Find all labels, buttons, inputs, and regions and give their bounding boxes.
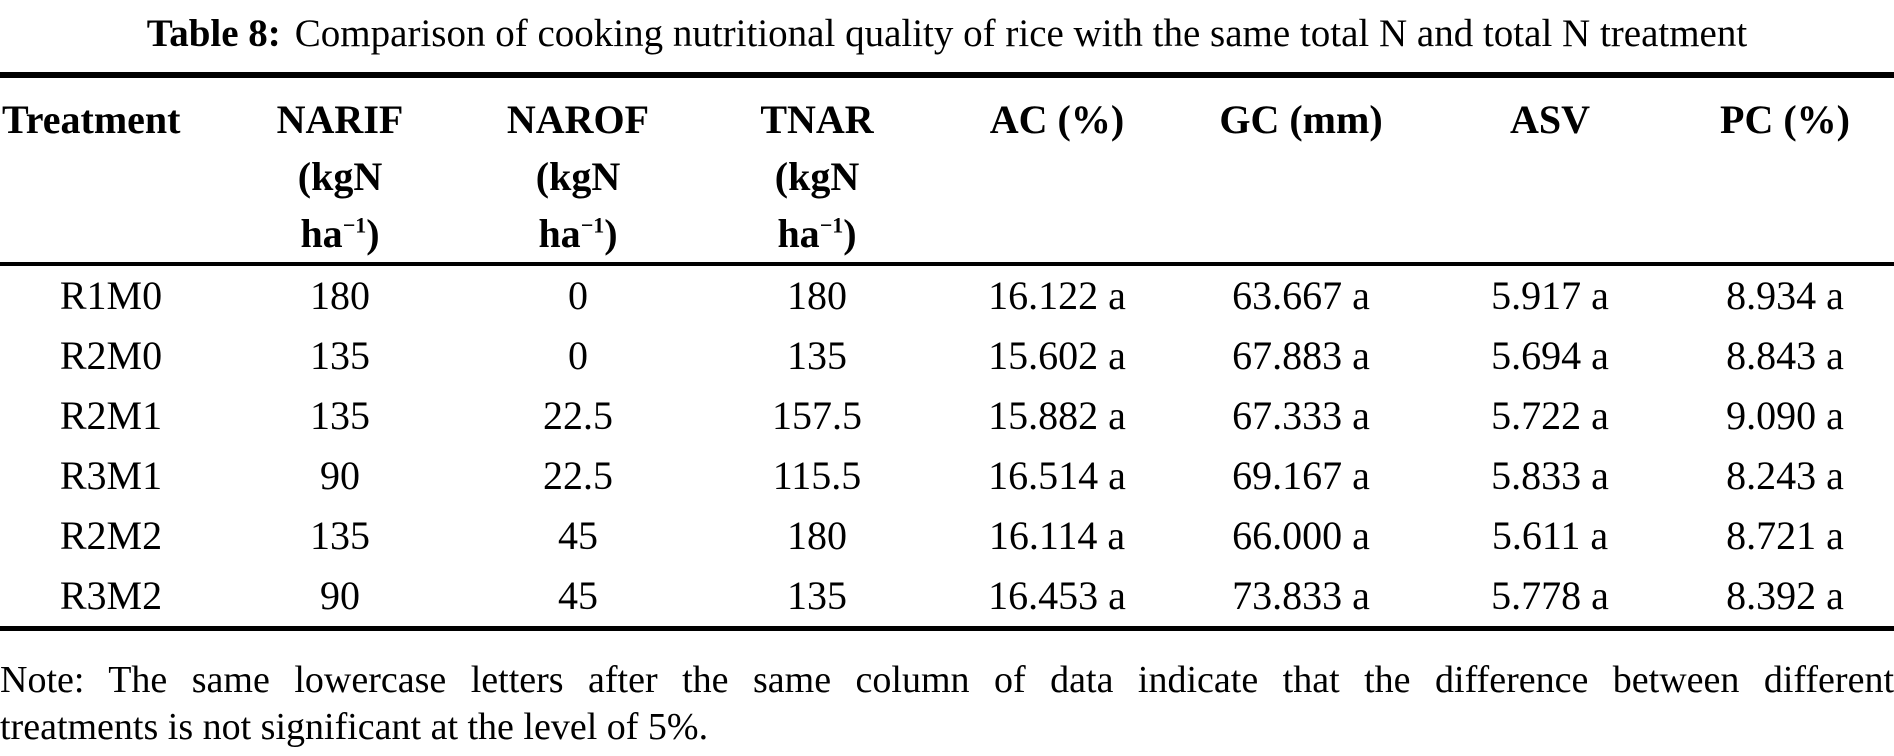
- cell-pc: 8.843 a: [1726, 333, 1844, 378]
- cell-asv: 5.778 a: [1491, 573, 1609, 618]
- cell-treatment: R3M2: [59, 573, 163, 618]
- col-header-ac: AC (%): [936, 75, 1178, 266]
- cell-treatment: R2M1: [59, 393, 163, 438]
- cell-gc: 67.883 a: [1232, 333, 1370, 378]
- cell-pc: 8.934 a: [1726, 273, 1844, 318]
- table-row: R3M1 90 22.5 115.5 16.514 a 69.167 a 5.8…: [0, 446, 1894, 506]
- cell-ac: 16.114 a: [988, 513, 1126, 558]
- table-note-line2: treatments is not significant at the lev…: [0, 706, 709, 748]
- cell-ac: 15.882 a: [988, 393, 1126, 438]
- cell-narif: 135: [310, 393, 370, 438]
- cell-ac: 16.514 a: [988, 453, 1126, 498]
- header-row: Treatment NARIF (kgN ha−1) NAROF (kgN ha…: [0, 75, 1894, 266]
- cell-ac: 16.122 a: [988, 273, 1126, 318]
- cell-narif: 135: [310, 333, 370, 378]
- cell-narif: 135: [310, 513, 370, 558]
- table-caption-text: Comparison of cooking nutritional qualit…: [294, 12, 1748, 55]
- superscript-exponent: −1: [580, 212, 605, 238]
- table-header: Treatment NARIF (kgN ha−1) NAROF (kgN ha…: [0, 75, 1894, 266]
- cell-tnar: 135: [787, 333, 847, 378]
- cell-asv: 5.611 a: [1491, 513, 1609, 558]
- cell-pc: 8.392 a: [1726, 573, 1844, 618]
- cell-treatment: R2M0: [59, 333, 163, 378]
- table-row: R3M2 90 45 135 16.453 a 73.833 a 5.778 a…: [0, 566, 1894, 629]
- cell-pc: 8.243 a: [1726, 453, 1844, 498]
- cell-asv: 5.917 a: [1491, 273, 1609, 318]
- cell-narof: 45: [558, 573, 598, 618]
- table-body: R1M0 180 0 180 16.122 a 63.667 a 5.917 a…: [0, 264, 1894, 629]
- cell-tnar: 157.5: [772, 393, 862, 438]
- cell-pc: 9.090 a: [1726, 393, 1844, 438]
- table-note-line1: Note: The same lowercase letters after t…: [0, 659, 1894, 701]
- superscript-exponent: −1: [342, 212, 367, 238]
- col-header-treatment: Treatment: [0, 75, 222, 266]
- cell-narif: 90: [320, 453, 360, 498]
- table-row: R2M1 135 22.5 157.5 15.882 a 67.333 a 5.…: [0, 386, 1894, 446]
- col-header-gc: GC (mm): [1178, 75, 1424, 266]
- table-caption: Table 8: Comparison of cooking nutritiona…: [0, 0, 1894, 72]
- cell-tnar: 135: [787, 573, 847, 618]
- cell-treatment: R1M0: [59, 273, 163, 318]
- cell-asv: 5.833 a: [1491, 453, 1609, 498]
- cell-gc: 67.333 a: [1232, 393, 1370, 438]
- table-caption-label: Table 8:: [146, 12, 281, 55]
- cell-tnar: 180: [787, 513, 847, 558]
- cell-gc: 66.000 a: [1232, 513, 1370, 558]
- cell-ac: 16.453 a: [988, 573, 1126, 618]
- col-header-narof: NAROF (kgN ha−1): [458, 75, 698, 266]
- data-table: Treatment NARIF (kgN ha−1) NAROF (kgN ha…: [0, 72, 1894, 631]
- cell-pc: 8.721 a: [1726, 513, 1844, 558]
- cell-tnar: 180: [787, 273, 847, 318]
- table-row: R2M2 135 45 180 16.114 a 66.000 a 5.611 …: [0, 506, 1894, 566]
- cell-narof: 22.5: [543, 393, 613, 438]
- cell-narof: 45: [558, 513, 598, 558]
- col-header-pc: PC (%): [1676, 75, 1894, 266]
- cell-tnar: 115.5: [772, 453, 862, 498]
- cell-gc: 73.833 a: [1232, 573, 1370, 618]
- table-row: R1M0 180 0 180 16.122 a 63.667 a 5.917 a…: [0, 264, 1894, 326]
- col-header-tnar: TNAR (kgN ha−1): [698, 75, 936, 266]
- cell-asv: 5.694 a: [1491, 333, 1609, 378]
- cell-narof: 22.5: [543, 453, 613, 498]
- cell-ac: 15.602 a: [988, 333, 1126, 378]
- table-row: R2M0 135 0 135 15.602 a 67.883 a 5.694 a…: [0, 326, 1894, 386]
- col-header-asv: ASV: [1424, 75, 1676, 266]
- table-note: Note: The same lowercase letters after t…: [0, 657, 1894, 751]
- cell-gc: 63.667 a: [1232, 273, 1370, 318]
- col-header-narif: NARIF (kgN ha−1): [222, 75, 458, 266]
- cell-gc: 69.167 a: [1232, 453, 1370, 498]
- superscript-exponent: −1: [819, 212, 844, 238]
- cell-treatment: R2M2: [59, 513, 163, 558]
- cell-treatment: R3M1: [59, 453, 163, 498]
- cell-narof: 0: [568, 333, 588, 378]
- cell-narof: 0: [568, 273, 588, 318]
- cell-asv: 5.722 a: [1491, 393, 1609, 438]
- cell-narif: 90: [320, 573, 360, 618]
- cell-narif: 180: [310, 273, 370, 318]
